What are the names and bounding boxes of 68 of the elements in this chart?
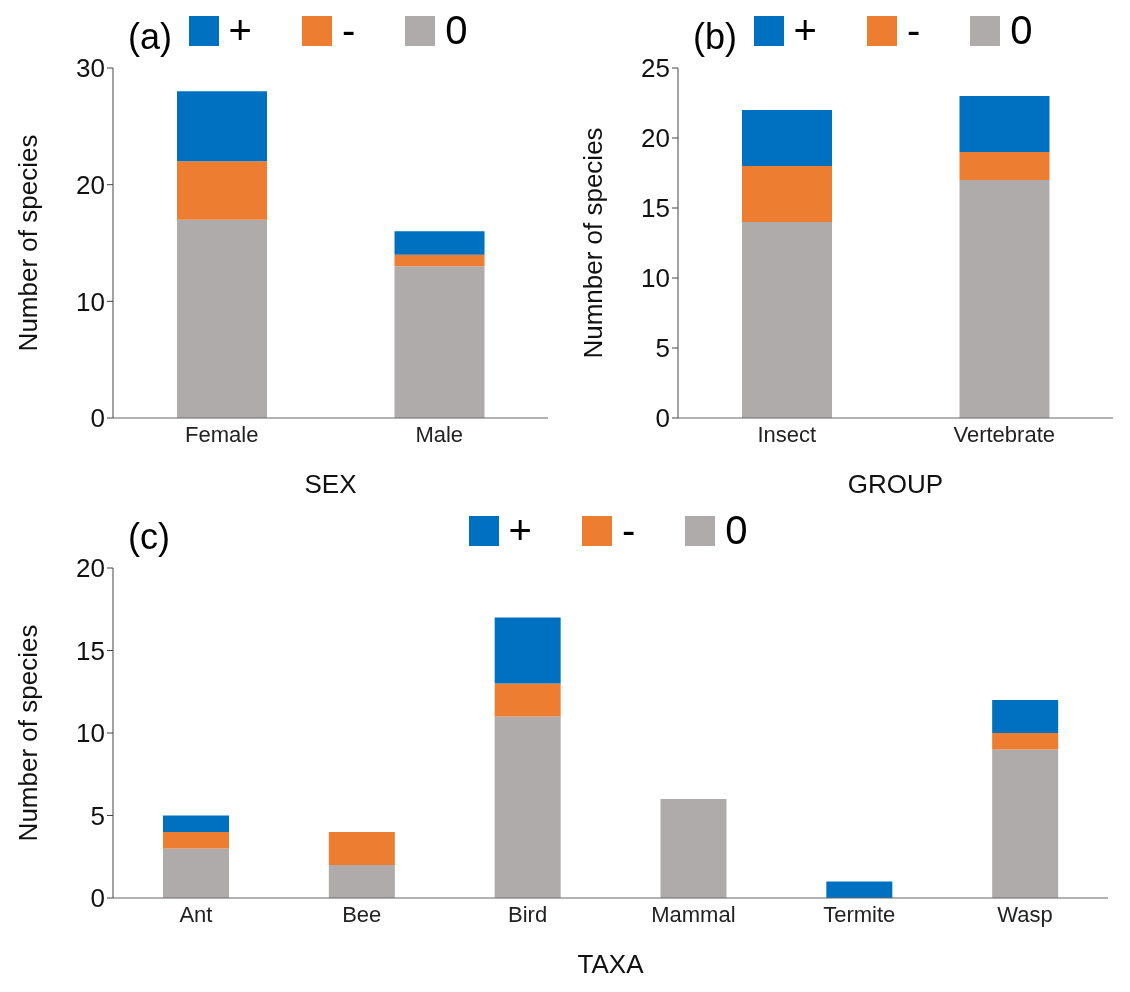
bar: [826, 881, 893, 898]
legend-label: 0: [1010, 8, 1033, 53]
legend-label: -: [341, 8, 356, 53]
y-tick-label: 0: [655, 403, 670, 434]
bar: [992, 749, 1059, 898]
x-axis-title: TAXA: [577, 949, 645, 979]
y-tick-label: 25: [641, 53, 670, 84]
text: (a): [128, 16, 172, 58]
legend-label: +: [793, 8, 817, 53]
y-tick-label: 30: [76, 53, 105, 84]
bar: [328, 832, 395, 865]
legend-label: +: [508, 508, 532, 553]
bar: [494, 617, 561, 684]
x-tick-label: Ant: [179, 901, 213, 927]
bar: [660, 799, 727, 898]
bar: [163, 815, 229, 832]
bar: [742, 110, 832, 166]
y-tick-label: 20: [641, 123, 670, 154]
bar: [177, 219, 267, 418]
x-tick-label: Female: [185, 421, 259, 447]
bar: [992, 700, 1059, 733]
legend-label: 0: [725, 508, 748, 553]
bar: [959, 180, 1050, 418]
bar: [394, 266, 485, 418]
x-tick-label: Male: [415, 421, 464, 447]
y-tick-label: 0: [90, 883, 105, 914]
bar: [163, 848, 229, 898]
legend-label: 0: [445, 8, 468, 53]
x-tick-label: Wasp: [997, 901, 1053, 927]
bar: [959, 152, 1050, 180]
y-tick-label: 5: [90, 800, 105, 831]
legend-label: +: [228, 8, 252, 53]
x-tick-label: Insect: [757, 421, 817, 447]
bar: [394, 231, 485, 255]
y-tick-label: 10: [76, 286, 105, 317]
y-axis-title: Number of species: [13, 134, 44, 352]
x-tick-label: Mammal: [651, 901, 736, 927]
y-tick-label: 5: [655, 333, 670, 364]
y-axis-title: Numnber of species: [578, 127, 609, 359]
bar: [959, 96, 1050, 152]
legend-label: -: [621, 508, 636, 553]
text: (c): [128, 516, 170, 558]
y-tick-label: 15: [641, 193, 670, 224]
x-axis-title: SEX: [304, 469, 357, 499]
text: (b): [693, 16, 737, 58]
bar: [992, 733, 1059, 750]
y-tick-label: 0: [90, 403, 105, 434]
y-tick-label: 10: [76, 718, 105, 749]
y-tick-label: 15: [76, 635, 105, 666]
bar: [742, 166, 832, 222]
x-tick-label: Termite: [823, 901, 896, 927]
legend-label: -: [906, 8, 921, 53]
y-tick-label: 20: [76, 169, 105, 200]
bar: [494, 683, 561, 717]
bar: [494, 716, 561, 898]
bar: [163, 832, 229, 849]
bar: [742, 222, 832, 418]
x-tick-label: Bee: [342, 901, 382, 927]
y-axis-title: Number of species: [13, 624, 44, 842]
x-axis-title: GROUP: [847, 469, 944, 499]
bar: [328, 865, 395, 898]
y-tick-label: 10: [641, 263, 670, 294]
bar: [177, 91, 267, 162]
bar: [394, 254, 485, 267]
x-tick-label: Vertebrate: [953, 421, 1056, 447]
bar: [177, 161, 267, 220]
x-tick-label: Bird: [508, 901, 548, 927]
y-tick-label: 20: [76, 553, 105, 584]
